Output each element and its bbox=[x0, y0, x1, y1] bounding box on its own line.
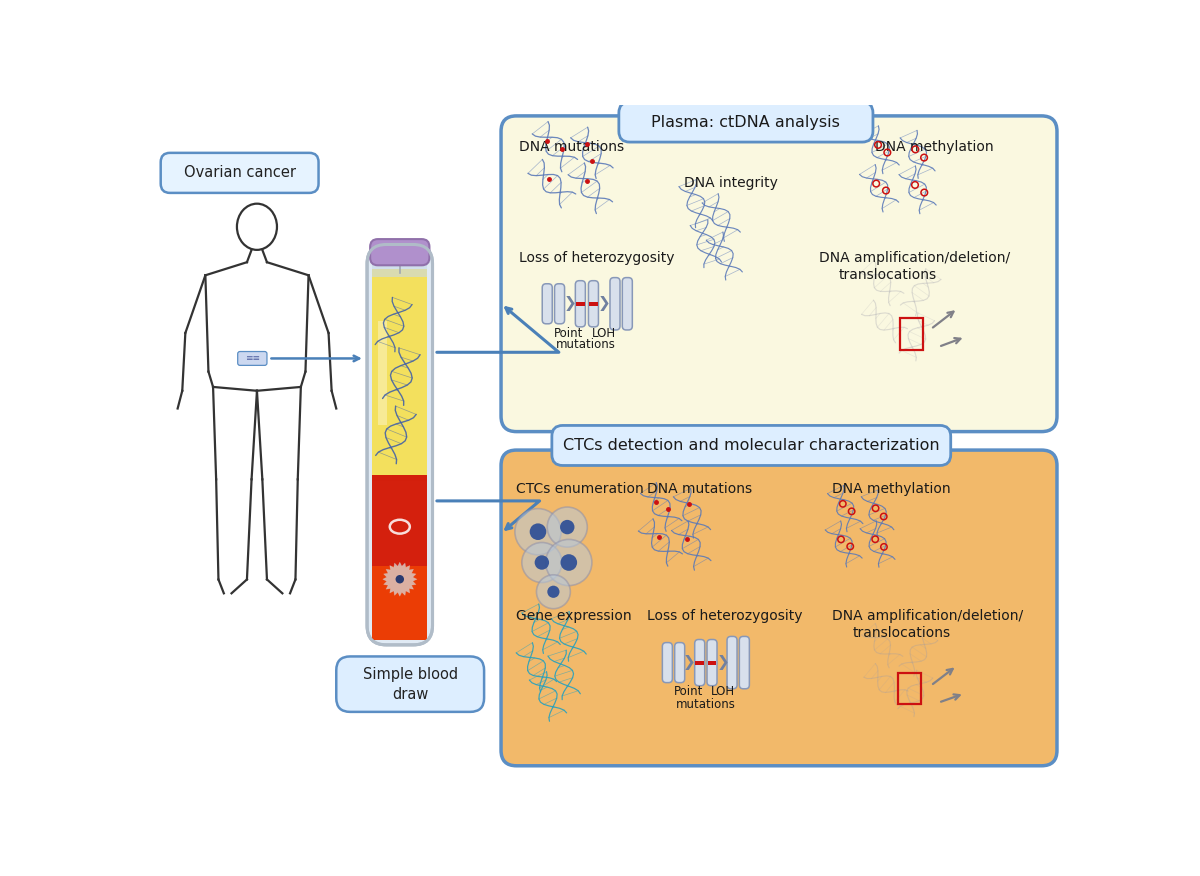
FancyBboxPatch shape bbox=[727, 637, 737, 689]
Circle shape bbox=[547, 586, 559, 597]
FancyBboxPatch shape bbox=[502, 450, 1057, 766]
Bar bbox=[900, 318, 923, 350]
Bar bbox=[372, 476, 427, 639]
Text: ❯: ❯ bbox=[564, 296, 577, 311]
FancyBboxPatch shape bbox=[370, 239, 430, 265]
Circle shape bbox=[536, 575, 570, 609]
FancyBboxPatch shape bbox=[610, 278, 620, 330]
FancyBboxPatch shape bbox=[623, 278, 632, 330]
Bar bbox=[576, 301, 584, 306]
Circle shape bbox=[546, 540, 592, 585]
FancyBboxPatch shape bbox=[367, 244, 432, 645]
Text: mutations: mutations bbox=[556, 338, 616, 351]
Circle shape bbox=[515, 509, 562, 555]
FancyBboxPatch shape bbox=[161, 152, 318, 193]
Text: Point: Point bbox=[554, 327, 583, 340]
Circle shape bbox=[547, 507, 587, 548]
Text: LOH: LOH bbox=[592, 327, 616, 340]
Text: Ovarian cancer: Ovarian cancer bbox=[184, 166, 295, 180]
Text: DNA integrity: DNA integrity bbox=[684, 176, 778, 190]
Text: LOH: LOH bbox=[710, 685, 734, 698]
Circle shape bbox=[560, 555, 577, 571]
Bar bbox=[372, 475, 427, 481]
FancyBboxPatch shape bbox=[588, 280, 599, 327]
Text: DNA mutations: DNA mutations bbox=[518, 139, 624, 153]
FancyBboxPatch shape bbox=[707, 639, 718, 686]
Bar bbox=[696, 661, 704, 665]
Text: Plasma: ctDNA analysis: Plasma: ctDNA analysis bbox=[652, 115, 840, 130]
Bar bbox=[708, 661, 716, 665]
Text: ❯: ❯ bbox=[683, 655, 695, 670]
FancyBboxPatch shape bbox=[695, 639, 704, 686]
FancyBboxPatch shape bbox=[542, 284, 552, 324]
Text: Point: Point bbox=[674, 685, 703, 698]
Text: Simple blood
draw: Simple blood draw bbox=[362, 667, 457, 702]
Text: Loss of heterozygosity: Loss of heterozygosity bbox=[518, 251, 674, 265]
Polygon shape bbox=[383, 562, 416, 597]
FancyBboxPatch shape bbox=[662, 643, 672, 682]
Circle shape bbox=[535, 555, 550, 569]
FancyBboxPatch shape bbox=[674, 643, 685, 682]
Text: DNA methylation: DNA methylation bbox=[832, 482, 950, 496]
Circle shape bbox=[522, 542, 562, 583]
Text: Gene expression: Gene expression bbox=[516, 610, 632, 624]
FancyBboxPatch shape bbox=[554, 284, 564, 324]
FancyBboxPatch shape bbox=[739, 637, 749, 689]
Bar bbox=[589, 301, 598, 306]
Text: ❯: ❯ bbox=[716, 655, 730, 670]
Text: DNA methylation: DNA methylation bbox=[875, 139, 994, 153]
FancyBboxPatch shape bbox=[619, 102, 872, 142]
FancyBboxPatch shape bbox=[552, 426, 950, 465]
FancyBboxPatch shape bbox=[238, 351, 266, 365]
FancyBboxPatch shape bbox=[336, 656, 484, 712]
Text: DNA amplification/deletion/: DNA amplification/deletion/ bbox=[832, 610, 1024, 624]
Circle shape bbox=[560, 519, 575, 534]
Text: CTCs detection and molecular characterization: CTCs detection and molecular characteriz… bbox=[563, 438, 940, 453]
FancyBboxPatch shape bbox=[502, 116, 1057, 432]
Bar bbox=[899, 674, 922, 704]
Bar bbox=[372, 257, 427, 277]
Text: CTCs enumeration: CTCs enumeration bbox=[516, 482, 644, 496]
Bar bbox=[372, 566, 427, 639]
FancyBboxPatch shape bbox=[575, 280, 586, 327]
Text: ≡≡: ≡≡ bbox=[245, 354, 260, 363]
Text: DNA mutations: DNA mutations bbox=[647, 482, 752, 496]
Circle shape bbox=[529, 523, 546, 540]
Text: ❯: ❯ bbox=[598, 296, 611, 311]
Text: Loss of heterozygosity: Loss of heterozygosity bbox=[647, 610, 803, 624]
Text: mutations: mutations bbox=[676, 697, 736, 710]
Text: DNA amplification/deletion/: DNA amplification/deletion/ bbox=[820, 251, 1010, 265]
Text: translocations: translocations bbox=[852, 626, 950, 640]
Text: translocations: translocations bbox=[839, 268, 936, 282]
Bar bbox=[372, 269, 427, 477]
Circle shape bbox=[396, 575, 404, 583]
Bar bbox=[378, 321, 388, 425]
